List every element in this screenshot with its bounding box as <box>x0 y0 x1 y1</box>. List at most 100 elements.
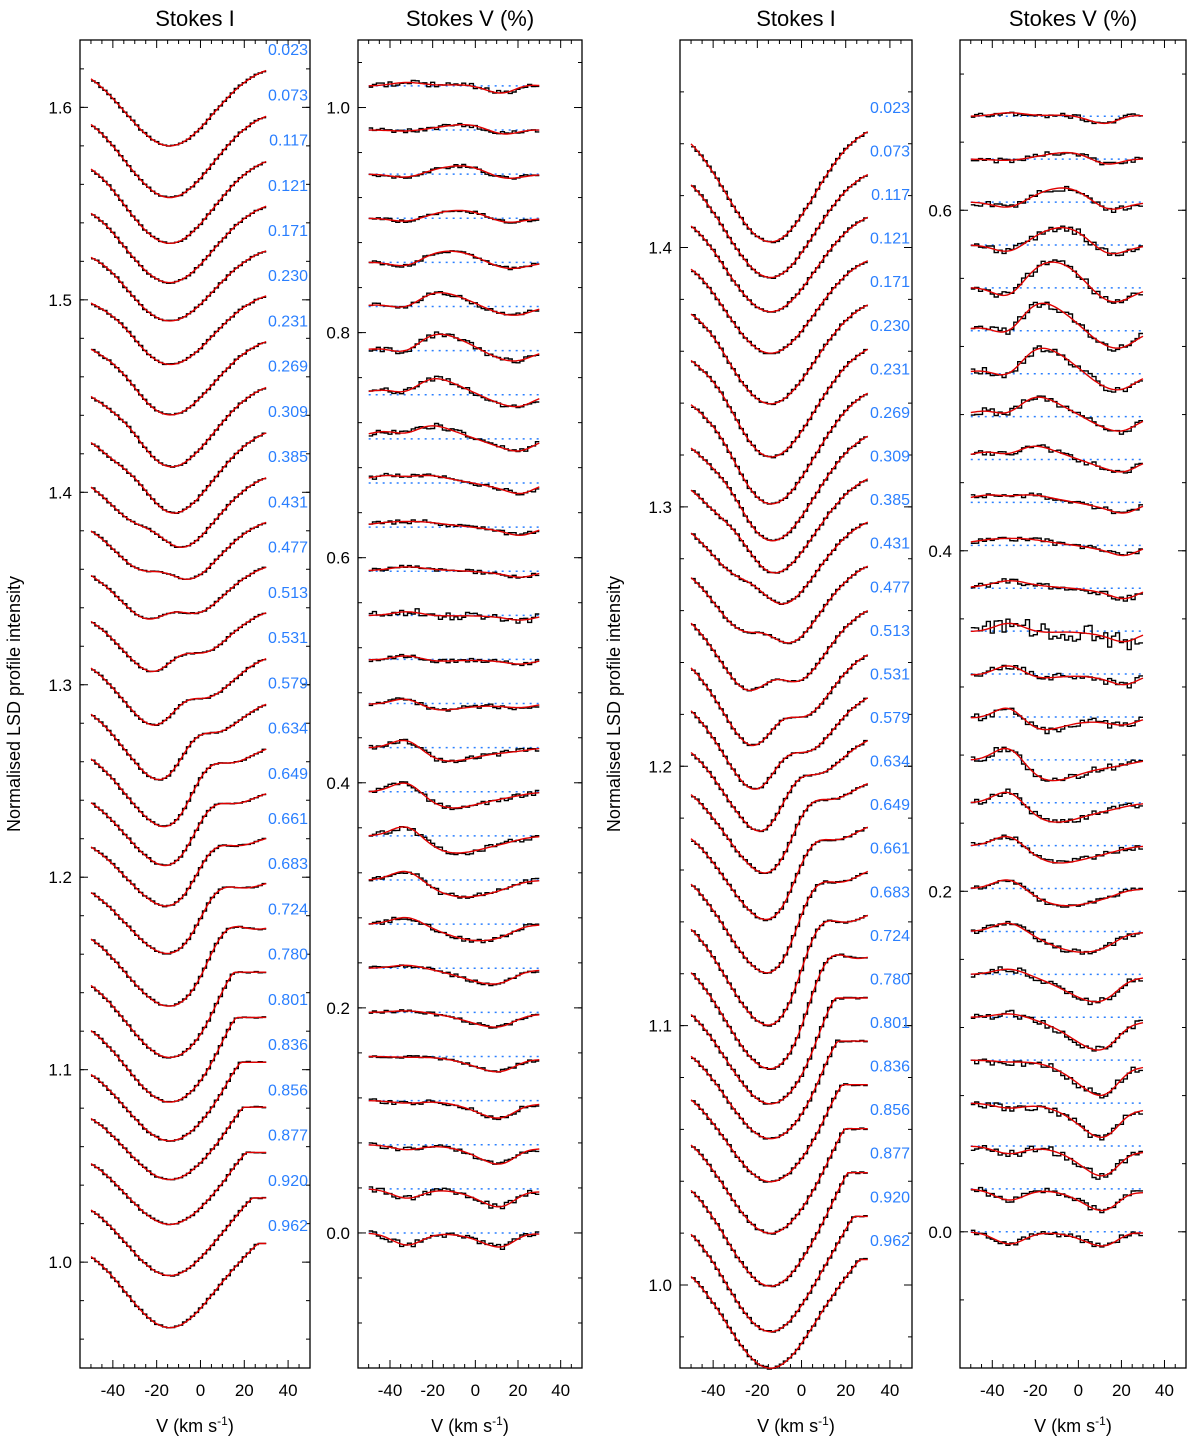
phase-label: 0.531 <box>870 666 910 683</box>
profile-group <box>970 301 1144 352</box>
model-profile <box>368 1010 540 1028</box>
phase-label: 0.477 <box>268 540 308 557</box>
model-profile <box>970 968 1144 1003</box>
model-profile <box>90 566 267 620</box>
y-tick-label: 0.4 <box>326 774 350 793</box>
x-axis-label-close: ) <box>829 1416 835 1436</box>
observed-profile <box>970 185 1143 213</box>
observed-profile <box>368 1055 540 1073</box>
observed-profile <box>970 444 1143 474</box>
profile-group: 0.877 <box>90 1128 308 1226</box>
observed-profile <box>970 1101 1143 1141</box>
observed-profile <box>691 784 868 874</box>
observed-profile <box>91 704 267 781</box>
phase-label: 0.073 <box>268 87 308 104</box>
model-profile <box>368 425 540 452</box>
profile-group: 0.231 <box>690 361 910 505</box>
phase-label: 0.121 <box>268 178 308 195</box>
x-tick-label: -40 <box>378 1381 403 1400</box>
model-profile <box>90 1106 267 1181</box>
model-profile <box>90 1151 267 1226</box>
observed-profile <box>691 953 868 1070</box>
observed-profile <box>368 738 540 764</box>
observed-profile <box>91 117 267 198</box>
phase-label: 0.117 <box>269 133 308 150</box>
model-profile <box>90 386 267 468</box>
profile-group: 0.309 <box>690 449 910 574</box>
profile-group <box>368 472 540 496</box>
phase-label: 0.877 <box>268 1128 308 1145</box>
y-tick-label: 1.2 <box>48 868 72 887</box>
observed-profile <box>91 71 267 147</box>
x-axis-label: V (km s-1) <box>156 1414 234 1436</box>
phase-label: 0.023 <box>870 100 910 117</box>
profile-group: 0.962 <box>90 1218 308 1329</box>
model-profile <box>90 793 267 867</box>
y-tick-label: 0.0 <box>928 1223 952 1242</box>
y-tick-label: 1.2 <box>648 757 672 776</box>
model-profile <box>368 826 540 854</box>
profile-group: 0.431 <box>690 536 910 645</box>
phase-label: 0.877 <box>870 1146 910 1163</box>
y-tick-label: 0.0 <box>326 1224 350 1243</box>
model-profile <box>368 1100 540 1119</box>
model-profile <box>690 565 869 644</box>
model-profile <box>90 477 267 549</box>
profile-group <box>368 1098 540 1121</box>
phase-label: 0.309 <box>870 449 910 466</box>
model-profile <box>90 925 267 1007</box>
profile-group: 0.171 <box>90 223 308 322</box>
observed-profile <box>91 1105 267 1181</box>
model-profile <box>90 295 267 366</box>
model-profile <box>690 609 869 692</box>
model-profile <box>90 432 267 514</box>
profile-group <box>970 1009 1144 1052</box>
model-profile <box>368 474 540 495</box>
observed-profile <box>691 523 868 605</box>
x-tick-label: 0 <box>471 1381 480 1400</box>
profile-group: 0.836 <box>90 1037 308 1142</box>
model-profile <box>368 1144 540 1165</box>
plot-frame <box>79 39 311 1369</box>
y-axis-label: Normalised LSD profile intensity <box>4 576 24 832</box>
model-profile <box>90 1061 267 1142</box>
profile-group: 0.513 <box>90 585 308 673</box>
profile-group <box>970 185 1144 213</box>
profile-group: 0.269 <box>690 405 910 542</box>
observed-profile <box>368 472 540 496</box>
phase-label: 0.531 <box>268 630 308 647</box>
model-profile <box>970 879 1144 907</box>
phase-label: 0.683 <box>870 884 910 901</box>
profile-group: 0.117 <box>690 187 910 313</box>
model-profile <box>90 882 267 955</box>
model-profile <box>970 665 1144 686</box>
x-tick-label: -20 <box>420 1381 445 1400</box>
phase-label: 0.230 <box>268 268 308 285</box>
model-profile <box>690 1172 868 1287</box>
y-tick-label: 1.5 <box>48 291 72 310</box>
y-tick-label: 1.0 <box>648 1276 672 1295</box>
profile-group: 0.634 <box>90 721 308 828</box>
observed-profile <box>91 522 267 580</box>
x-axis-label-sup: -1 <box>818 1414 829 1428</box>
profile-group: 0.385 <box>690 492 910 605</box>
observed-profile <box>691 655 868 747</box>
model-profile <box>90 837 267 907</box>
profile-group: 0.023 <box>90 42 308 147</box>
profile-group <box>970 788 1144 824</box>
profile-group: 0.877 <box>690 1146 910 1288</box>
x-axis-label-sup: -1 <box>1095 1414 1106 1428</box>
phase-label: 0.836 <box>268 1037 308 1054</box>
profile-group <box>368 781 540 811</box>
model-profile <box>368 611 540 621</box>
plot-frame <box>679 39 913 1369</box>
model-profile <box>368 250 540 270</box>
x-tick-label: 20 <box>235 1381 254 1400</box>
model-profile <box>368 916 540 942</box>
profile-group: 0.801 <box>690 1015 910 1140</box>
x-axis-label-close: ) <box>503 1416 509 1436</box>
profile-group <box>970 578 1144 602</box>
model-profile <box>970 261 1144 303</box>
profile-group <box>368 653 540 667</box>
profile-group: 0.230 <box>90 268 308 366</box>
